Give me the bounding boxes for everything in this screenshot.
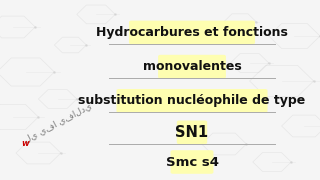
FancyBboxPatch shape: [158, 55, 226, 78]
Text: monovalentes: monovalentes: [143, 60, 241, 73]
FancyBboxPatch shape: [177, 121, 207, 144]
FancyBboxPatch shape: [129, 21, 255, 44]
FancyBboxPatch shape: [116, 89, 268, 113]
Text: SN1: SN1: [175, 125, 209, 140]
Text: substitution nucléophile de type: substitution nucléophile de type: [78, 94, 306, 107]
FancyBboxPatch shape: [171, 150, 213, 174]
Text: w: w: [22, 140, 29, 148]
Text: Hydrocarbures et fonctions: Hydrocarbures et fonctions: [96, 26, 288, 39]
Text: Smc s4: Smc s4: [165, 156, 219, 168]
Text: لي يفا يفالدي: لي يفا يفالدي: [22, 101, 93, 144]
